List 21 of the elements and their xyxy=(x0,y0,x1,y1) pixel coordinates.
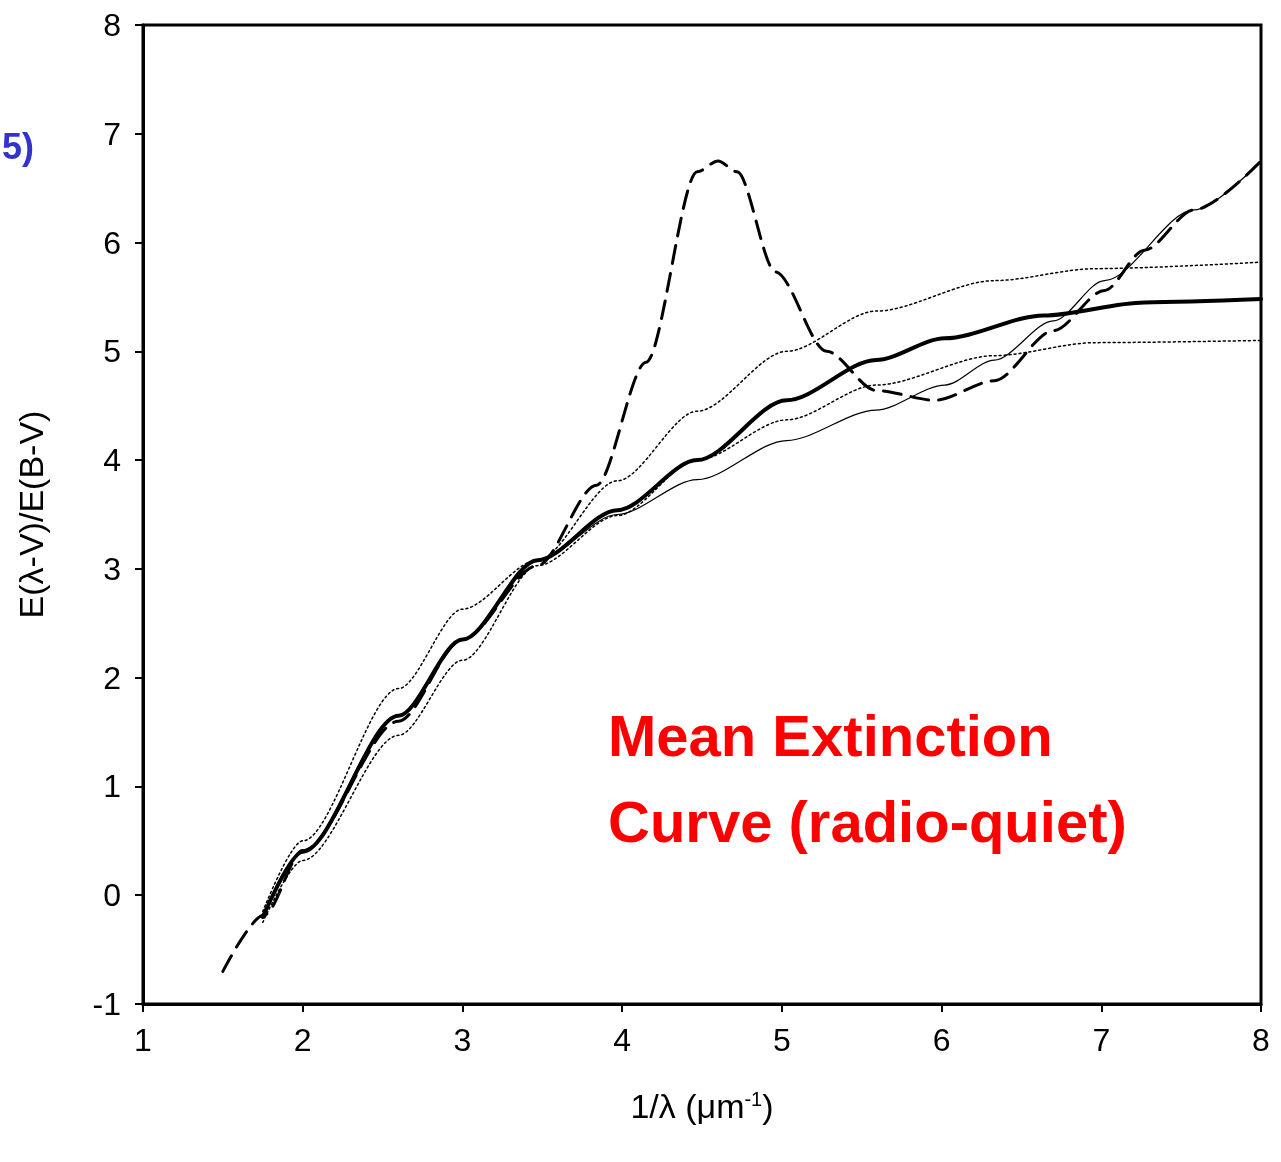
y-tick-label: -1 xyxy=(92,986,121,1022)
y-axis-title: E(λ-V)/E(B-V) xyxy=(12,410,50,619)
x-tick-label: 7 xyxy=(1092,1022,1111,1058)
y-tick-label: 8 xyxy=(103,7,121,43)
y-tick-label: 3 xyxy=(103,550,121,587)
text: 5) xyxy=(2,125,35,167)
x-tick-label: 4 xyxy=(613,1022,632,1058)
y-tick-label: 0 xyxy=(103,877,121,914)
y-tick-label: 5 xyxy=(103,333,121,370)
annotation: Mean Extinction Curve (radio-quiet) xyxy=(608,702,1127,854)
x-tick-label: 6 xyxy=(932,1022,951,1058)
y-tick-label: 6 xyxy=(103,224,121,261)
x-tick-label: 5 xyxy=(772,1022,791,1058)
y-tick-label: 4 xyxy=(103,442,121,479)
y-tick-label: 2 xyxy=(103,659,121,696)
x-tick-label: 3 xyxy=(453,1022,472,1058)
y-tick-label: 1 xyxy=(103,768,121,805)
y-tick-label: 7 xyxy=(103,115,121,152)
x-tick-label: 1 xyxy=(134,1022,152,1058)
x-tick-label: 2 xyxy=(293,1022,312,1058)
x-tick-label: 8 xyxy=(1252,1022,1270,1058)
